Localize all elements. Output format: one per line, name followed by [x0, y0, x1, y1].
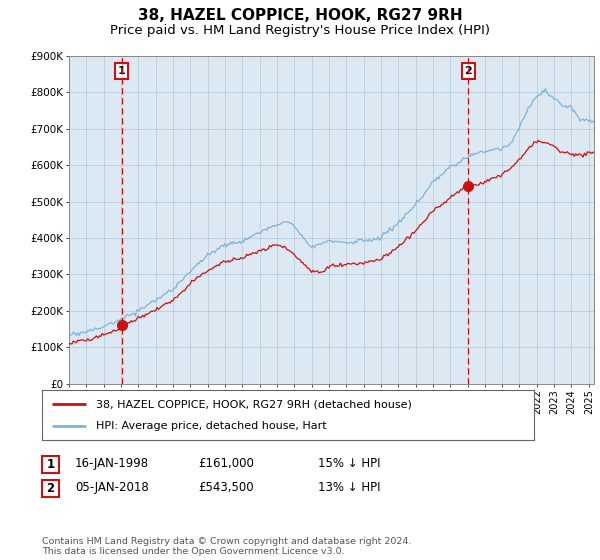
Text: 2: 2: [46, 482, 55, 496]
Text: 38, HAZEL COPPICE, HOOK, RG27 9RH (detached house): 38, HAZEL COPPICE, HOOK, RG27 9RH (detac…: [96, 399, 412, 409]
Text: 16-JAN-1998: 16-JAN-1998: [75, 456, 149, 470]
Text: £161,000: £161,000: [198, 456, 254, 470]
Text: 13% ↓ HPI: 13% ↓ HPI: [318, 480, 380, 494]
Text: £543,500: £543,500: [198, 480, 254, 494]
Text: HPI: Average price, detached house, Hart: HPI: Average price, detached house, Hart: [96, 421, 327, 431]
Text: 1: 1: [118, 66, 125, 76]
Text: 1: 1: [46, 458, 55, 472]
Text: 2: 2: [464, 66, 472, 76]
Text: Contains HM Land Registry data © Crown copyright and database right 2024.
This d: Contains HM Land Registry data © Crown c…: [42, 536, 412, 556]
Text: 05-JAN-2018: 05-JAN-2018: [75, 480, 149, 494]
Text: Price paid vs. HM Land Registry's House Price Index (HPI): Price paid vs. HM Land Registry's House …: [110, 24, 490, 36]
Text: 15% ↓ HPI: 15% ↓ HPI: [318, 456, 380, 470]
Text: 38, HAZEL COPPICE, HOOK, RG27 9RH: 38, HAZEL COPPICE, HOOK, RG27 9RH: [137, 8, 463, 24]
